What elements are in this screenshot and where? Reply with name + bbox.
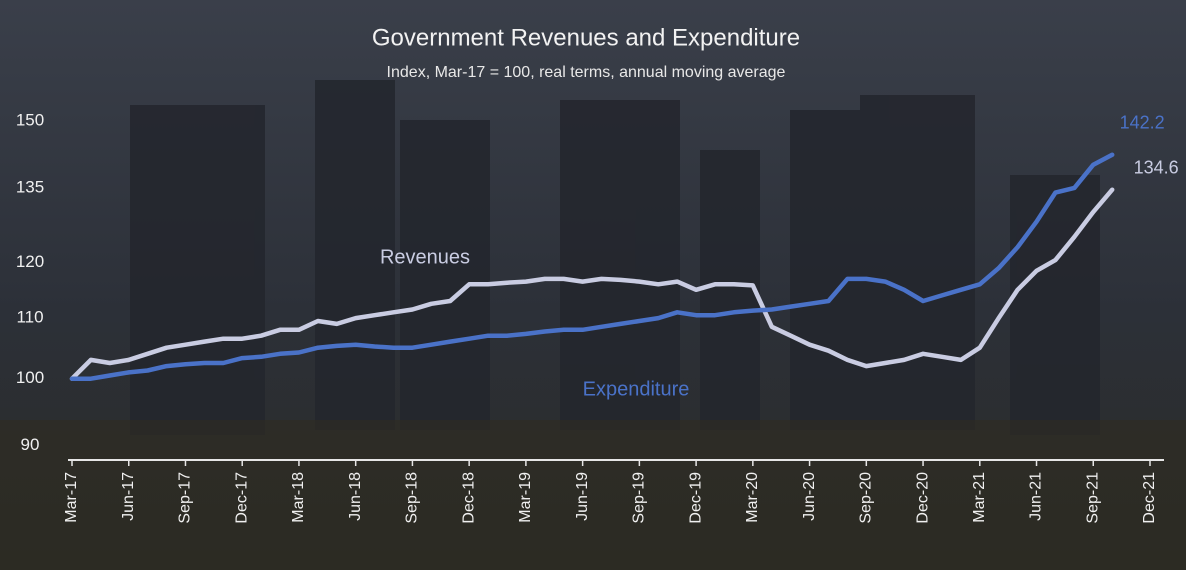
x-tick-label: Sep-18 [404, 472, 421, 524]
x-tick-label: Mar-19 [517, 472, 534, 523]
series-label: Expenditure [583, 378, 690, 400]
x-tick-label: Jun-19 [574, 472, 591, 521]
x-tick-label: Sep-20 [858, 472, 875, 524]
y-tick-label: 90 [21, 435, 40, 454]
x-tick-label: Sep-19 [631, 472, 648, 524]
y-tick-label: 110 [16, 308, 43, 327]
x-tick-label: Dec-19 [687, 472, 704, 524]
x-tick-label: Sep-21 [1084, 472, 1101, 524]
x-tick-label: Dec-21 [1141, 472, 1158, 524]
x-tick-label: Jun-17 [120, 472, 137, 521]
chart: Government Revenues and Expenditure Inde… [0, 0, 1186, 570]
x-tick-label: Jun-18 [347, 472, 364, 521]
x-tick-label: Mar-17 [63, 472, 80, 523]
y-tick-label: 135 [16, 177, 44, 196]
x-tick-label: Dec-18 [460, 472, 477, 524]
y-tick-label: 150 [16, 110, 44, 129]
series-label: Revenues [380, 246, 470, 268]
x-tick-label: Jun-20 [801, 472, 818, 521]
x-tick-label: Mar-21 [971, 472, 988, 523]
x-tick-label: Dec-20 [914, 472, 931, 524]
x-tick-label: Jun-21 [1028, 472, 1045, 521]
value-label: 142.2 [1120, 113, 1165, 133]
chart-subtitle: Index, Mar-17 = 100, real terms, annual … [387, 64, 786, 81]
y-tick-label: 100 [16, 368, 44, 387]
y-tick-label: 120 [16, 252, 44, 271]
chart-title: Government Revenues and Expenditure [372, 24, 800, 51]
x-tick-label: Mar-20 [744, 472, 761, 523]
value-label: 134.6 [1134, 157, 1179, 177]
x-tick-label: Sep-17 [177, 472, 194, 524]
x-tick-label: Mar-18 [290, 472, 307, 523]
x-tick-label: Dec-17 [233, 472, 250, 524]
